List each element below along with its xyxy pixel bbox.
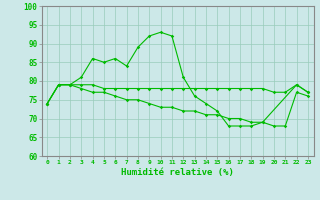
- X-axis label: Humidité relative (%): Humidité relative (%): [121, 168, 234, 177]
